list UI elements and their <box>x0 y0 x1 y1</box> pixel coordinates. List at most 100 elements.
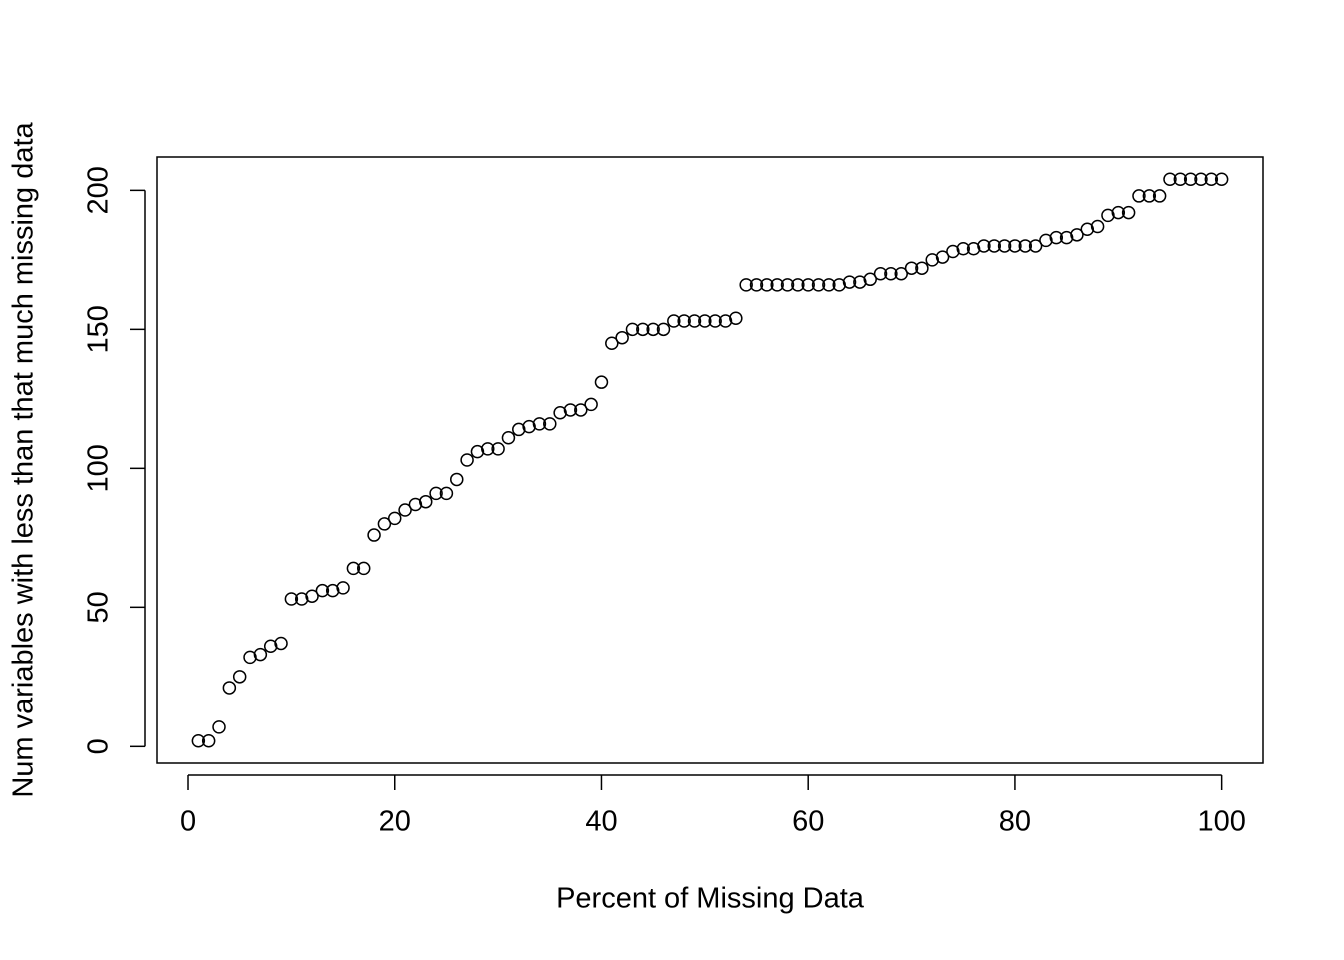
point <box>1204 172 1219 186</box>
point <box>398 503 412 517</box>
point <box>481 442 495 456</box>
y-axis-label: Num variables with less than that much m… <box>8 121 40 797</box>
point <box>997 239 1012 253</box>
point <box>894 267 908 281</box>
point <box>935 250 950 264</box>
x-tick-label: 0 <box>180 806 196 838</box>
point <box>1049 230 1064 245</box>
point <box>915 261 929 275</box>
point <box>336 581 350 595</box>
y-tick-label: 100 <box>83 444 115 492</box>
x-tick-label: 100 <box>1197 806 1245 838</box>
x-tick-label: 40 <box>585 806 617 838</box>
point <box>367 528 381 542</box>
y-tick-label: 0 <box>83 738 115 754</box>
point <box>294 592 309 606</box>
y-tick-label: 150 <box>83 305 115 353</box>
point <box>315 583 330 598</box>
point <box>749 278 764 292</box>
point <box>563 403 578 417</box>
x-tick-label: 80 <box>999 806 1031 838</box>
point <box>1059 230 1074 245</box>
point <box>977 239 991 253</box>
point <box>253 647 268 662</box>
point <box>553 405 567 420</box>
point <box>677 314 691 328</box>
point <box>801 278 815 292</box>
point <box>770 278 784 292</box>
point <box>1163 172 1177 186</box>
point <box>243 650 257 665</box>
point <box>346 561 361 576</box>
point <box>1173 172 1188 186</box>
point <box>708 314 722 328</box>
point <box>1101 208 1115 223</box>
point <box>1132 189 1146 203</box>
point <box>222 681 237 695</box>
point <box>501 431 516 445</box>
point <box>543 417 557 431</box>
point <box>904 261 919 275</box>
point <box>739 278 753 292</box>
point <box>1018 239 1033 253</box>
plot-box <box>156 156 1264 764</box>
point <box>636 322 650 337</box>
point <box>191 734 206 748</box>
point <box>884 267 898 281</box>
point <box>822 278 836 292</box>
point <box>305 589 319 603</box>
point <box>512 422 526 437</box>
point <box>377 517 392 531</box>
point <box>698 314 712 328</box>
point <box>522 419 536 434</box>
point <box>1194 172 1208 186</box>
point <box>201 734 216 748</box>
point <box>646 322 660 337</box>
point <box>387 511 402 526</box>
point <box>325 583 340 598</box>
point <box>863 272 877 287</box>
point <box>780 278 795 292</box>
point <box>966 241 981 256</box>
point <box>212 720 226 734</box>
point <box>791 278 805 292</box>
point <box>832 278 846 292</box>
point <box>1121 205 1136 220</box>
point <box>729 311 743 325</box>
point <box>470 444 485 459</box>
point <box>1111 205 1126 220</box>
point <box>873 267 888 281</box>
point <box>594 375 609 389</box>
y-tick-label: 50 <box>83 591 115 623</box>
point <box>1070 228 1084 242</box>
point <box>853 275 867 289</box>
point <box>418 494 433 509</box>
point <box>263 639 278 653</box>
point <box>615 330 629 345</box>
x-axis-label: Percent of Missing Data <box>556 883 865 915</box>
point <box>667 314 681 328</box>
point <box>656 322 671 337</box>
point <box>925 253 939 267</box>
point <box>491 442 505 456</box>
point <box>1080 222 1095 237</box>
point <box>718 314 733 328</box>
point <box>232 670 247 684</box>
point <box>1090 219 1105 234</box>
point <box>284 592 299 606</box>
point <box>1183 172 1198 186</box>
point <box>625 322 640 337</box>
point <box>1152 189 1167 203</box>
point <box>460 453 474 467</box>
point <box>584 397 598 412</box>
point <box>811 278 826 292</box>
point <box>450 472 464 487</box>
point <box>1214 172 1229 186</box>
point <box>946 244 960 259</box>
point <box>1142 189 1157 203</box>
point <box>687 314 702 328</box>
point <box>356 561 371 576</box>
point <box>842 275 857 289</box>
point <box>605 336 619 350</box>
